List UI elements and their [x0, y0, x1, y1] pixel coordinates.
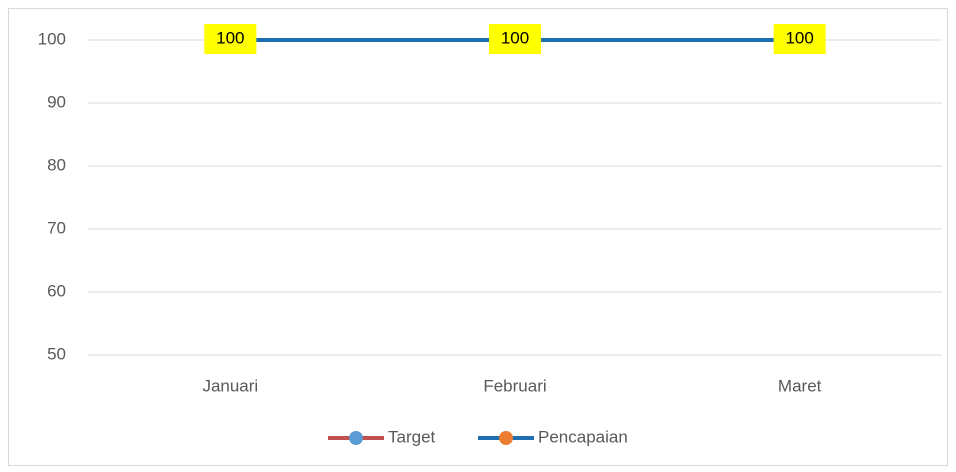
- chart-border: [8, 8, 948, 466]
- data-label-box: [489, 24, 541, 54]
- data-label: 100: [216, 28, 244, 47]
- legend-marker: [349, 431, 363, 445]
- x-tick-label: Januari: [202, 376, 258, 395]
- data-label: 100: [501, 28, 529, 47]
- x-tick-label: Februari: [483, 376, 546, 395]
- data-label-box: [773, 24, 826, 54]
- y-tick-label: 80: [47, 155, 66, 174]
- legend-marker: [499, 431, 513, 445]
- y-tick-label: 50: [47, 344, 66, 363]
- y-tick-label: 100: [38, 29, 66, 48]
- data-label: 100: [785, 28, 813, 47]
- y-tick-label: 60: [47, 281, 66, 300]
- data-label-box: [204, 24, 257, 54]
- y-tick-label: 70: [47, 218, 66, 237]
- legend-label: Pencapaian: [538, 427, 628, 446]
- legend-label: Target: [388, 427, 436, 446]
- y-tick-label: 90: [47, 92, 66, 111]
- x-tick-label: Maret: [778, 376, 822, 395]
